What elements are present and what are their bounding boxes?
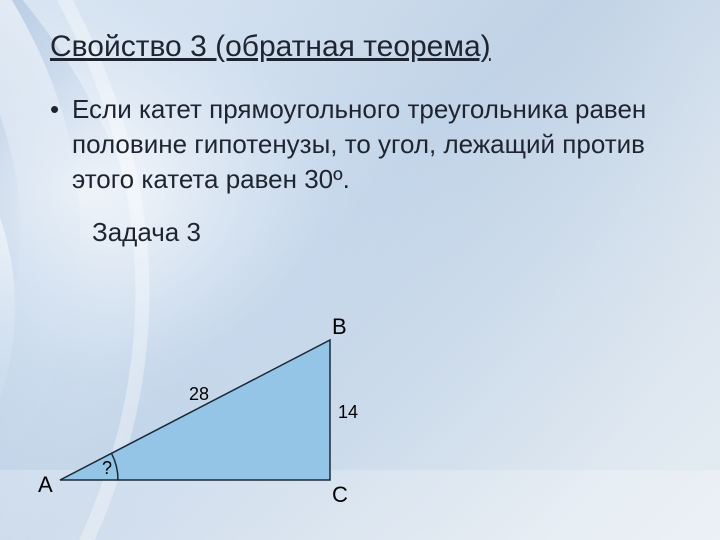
vertex-b-label: B <box>332 314 347 340</box>
triangle-shape <box>60 340 330 480</box>
hypotenuse-label: 28 <box>189 384 209 405</box>
vertex-a-label: A <box>38 472 53 498</box>
vertex-c-label: C <box>332 482 348 508</box>
task-label: Задача 3 <box>92 217 670 248</box>
angle-label: ? <box>102 458 112 479</box>
leg-bc-label: 14 <box>338 402 358 423</box>
theorem-text: • Если катет прямоугольного треугольника… <box>72 92 670 197</box>
bullet-icon: • <box>50 92 59 127</box>
theorem-body: Если катет прямоугольного треугольника р… <box>72 94 646 194</box>
triangle-diagram: A B C 28 14 ? <box>40 320 400 520</box>
slide-title: Свойство 3 (обратная теорема) <box>50 30 670 64</box>
